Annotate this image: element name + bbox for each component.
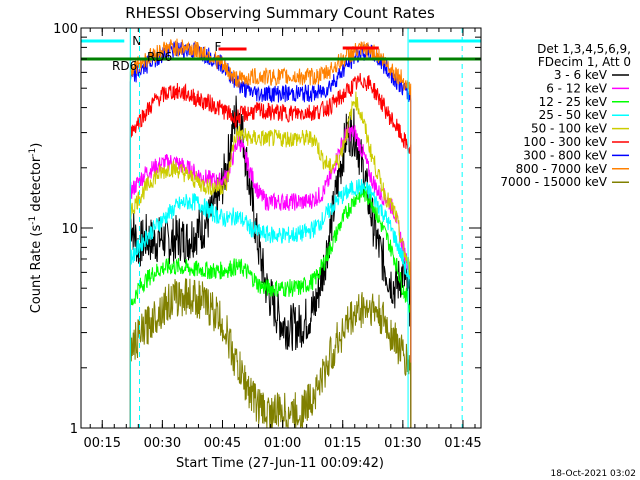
rd-flag-label: RD6 — [147, 50, 172, 64]
x-axis: 00:15 00:30 00:45 01:00 01:15 01:30 01:45 — [84, 28, 482, 451]
night-flag-label: N — [132, 34, 141, 48]
legend-entry-label: 3 - 6 keV — [554, 68, 608, 82]
x-tick-label: 01:15 — [324, 436, 361, 451]
y-tick-label: 100 — [53, 22, 78, 37]
x-tick-label: 00:30 — [144, 436, 181, 451]
x-tick-label: 01:00 — [264, 436, 301, 451]
legend-entry-label: 7000 - 15000 keV — [500, 175, 607, 189]
legend-entry-label: 100 - 300 keV — [523, 135, 607, 149]
y-label-sup2: -1 — [28, 148, 38, 157]
y-tick-label: 10 — [61, 222, 78, 237]
legend-entry-label: 25 - 50 keV — [539, 108, 608, 122]
legend-entry-label: 50 - 100 keV — [531, 122, 608, 136]
x-axis-label: Start Time (27-Jun-11 00:09:42) — [176, 456, 384, 471]
legend: Det 1,3,4,5,6,9, FDecim 1, Att 0 3 - 6 k… — [500, 42, 631, 189]
rd-flag-label: RD6 — [112, 59, 137, 73]
x-tick-label: 00:45 — [204, 436, 241, 451]
series-line — [129, 178, 412, 429]
legend-entry-label: 6 - 12 keV — [546, 81, 608, 95]
y-label-part1: Count Rate (s — [29, 225, 44, 314]
legend-entry-label: 12 - 25 keV — [539, 95, 608, 109]
chart-title: RHESSI Observing Summary Count Rates — [125, 4, 435, 22]
series-line — [129, 72, 412, 429]
y-axis: 1 10 100 — [53, 22, 481, 437]
x-tick-label: 00:15 — [84, 436, 121, 451]
x-tick-label: 01:30 — [384, 436, 421, 451]
flags-layer: N RD6 RD6 F — [81, 28, 481, 428]
fast-rate-label: F — [214, 40, 221, 54]
y-label-part2: detector — [29, 156, 44, 216]
series-line — [129, 124, 412, 429]
y-label-sup: -1 — [28, 216, 38, 225]
timestamp: 18-Oct-2021 03:02 — [551, 469, 636, 479]
series-line — [129, 278, 412, 429]
series-line — [129, 91, 412, 429]
series-layer — [129, 38, 412, 429]
y-label-end: ) — [29, 143, 44, 148]
legend-entry-label: 300 - 800 keV — [523, 148, 607, 162]
legend-header-line2: FDecim 1, Att 0 — [538, 55, 631, 69]
legend-entry-label: 800 - 7000 keV — [516, 162, 608, 176]
x-tick-label: 01:45 — [444, 436, 481, 451]
y-axis-label: Count Rate (s-1 detector-1) — [28, 143, 44, 314]
y-tick-label: 1 — [70, 422, 78, 437]
legend-header-line1: Det 1,3,4,5,6,9, — [537, 42, 631, 56]
